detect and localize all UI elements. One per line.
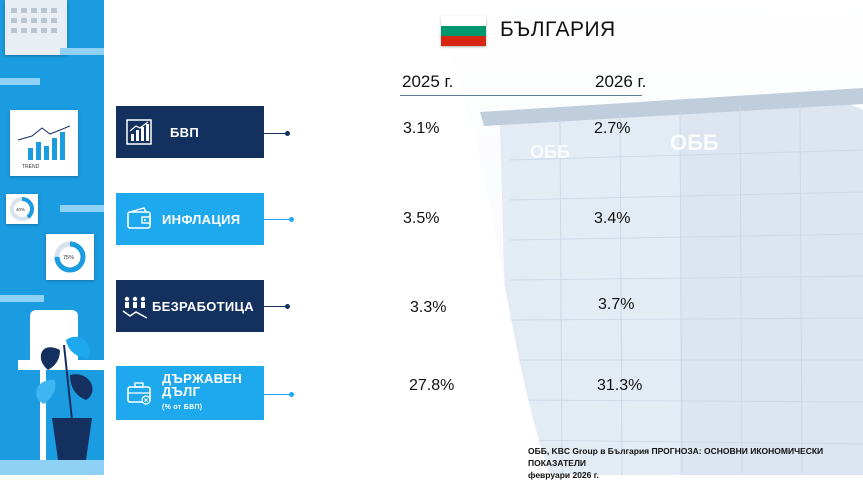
indicator-label-gdp: БВП bbox=[116, 106, 264, 158]
unemployment-2026-value: 3.7% bbox=[598, 296, 635, 313]
trend-label: TREND bbox=[22, 164, 40, 170]
plant-chair-illustration bbox=[0, 310, 104, 475]
trend-chart-illustration: TREND bbox=[10, 110, 78, 176]
connector-dot bbox=[289, 217, 294, 222]
connector-line bbox=[264, 394, 291, 395]
bulgaria-flag-icon bbox=[441, 16, 486, 46]
country-title: БЪЛГАРИЯ bbox=[500, 18, 616, 41]
connector-dot bbox=[289, 392, 294, 397]
public-debt-2025-value: 27.8% bbox=[409, 377, 455, 394]
donut-chart-icon: 40% bbox=[10, 197, 34, 221]
trend-chart-icon: TREND bbox=[17, 125, 71, 170]
indicator-label-unemployment-text: БЕЗРАБОТИЦА bbox=[152, 298, 254, 314]
gdp-2026-value: 2.7% bbox=[594, 120, 631, 137]
bar-chart-icon bbox=[126, 119, 152, 145]
photo-sign-right: ОББ bbox=[670, 130, 719, 155]
source-footnote: ОББ, KBC Group в България ПРОГНОЗА: ОСНО… bbox=[528, 445, 858, 481]
indicator-label-unemployment: БЕЗРАБОТИЦА bbox=[116, 280, 264, 332]
source-line-1: ОББ, KBC Group в България ПРОГНОЗА: ОСНО… bbox=[528, 446, 824, 468]
source-line-2: февруари 2026 г. bbox=[528, 470, 599, 480]
donut-chart-75-icon: 75% bbox=[54, 241, 86, 273]
pie-75-illustration: 75% bbox=[46, 234, 94, 280]
inflation-2026-value: 3.4% bbox=[594, 210, 631, 227]
inflation-2025-value: 3.5% bbox=[403, 210, 440, 227]
photo-sign-left: ОББ bbox=[530, 142, 570, 162]
building-photo-background: ОББ ОББ bbox=[440, 0, 863, 475]
pie-40-label: 40% bbox=[16, 207, 25, 212]
connector-line bbox=[264, 219, 291, 220]
connector-dot bbox=[285, 131, 290, 136]
calendar-grid-icon bbox=[11, 8, 57, 33]
indicator-label-gdp-text: БВП bbox=[170, 124, 199, 140]
indicator-label-public-debt-text: ДЪРЖАВЕН ДЪЛГ (% от БВП) bbox=[162, 372, 248, 414]
header-divider bbox=[400, 95, 642, 96]
public-debt-label: ДЪРЖАВЕН ДЪЛГ bbox=[162, 371, 243, 399]
connector-line bbox=[264, 133, 287, 134]
indicator-label-public-debt: ДЪРЖАВЕН ДЪЛГ (% от БВП) bbox=[116, 366, 264, 420]
public-debt-2026-value: 31.3% bbox=[597, 377, 643, 394]
indicator-label-inflation-text: ИНФЛАЦИЯ bbox=[162, 211, 241, 227]
briefcase-icon bbox=[127, 382, 151, 405]
gdp-2025-value: 3.1% bbox=[403, 120, 440, 137]
decorative-left-panel: TREND 40% 75% bbox=[0, 0, 104, 475]
calendar-illustration bbox=[5, 0, 67, 55]
connector-line bbox=[264, 306, 287, 307]
public-debt-sublabel: (% от БВП) bbox=[162, 404, 203, 411]
wallet-icon bbox=[127, 207, 151, 229]
year-header-2026: 2026 г. bbox=[595, 72, 647, 91]
pie-40-illustration: 40% bbox=[6, 194, 38, 224]
pie-75-label: 75% bbox=[63, 255, 74, 261]
year-header-2025: 2025 г. bbox=[402, 72, 454, 91]
indicator-label-inflation: ИНФЛАЦИЯ bbox=[116, 193, 264, 245]
people-decline-icon bbox=[122, 296, 148, 319]
connector-dot bbox=[285, 304, 290, 309]
unemployment-2025-value: 3.3% bbox=[410, 299, 447, 316]
